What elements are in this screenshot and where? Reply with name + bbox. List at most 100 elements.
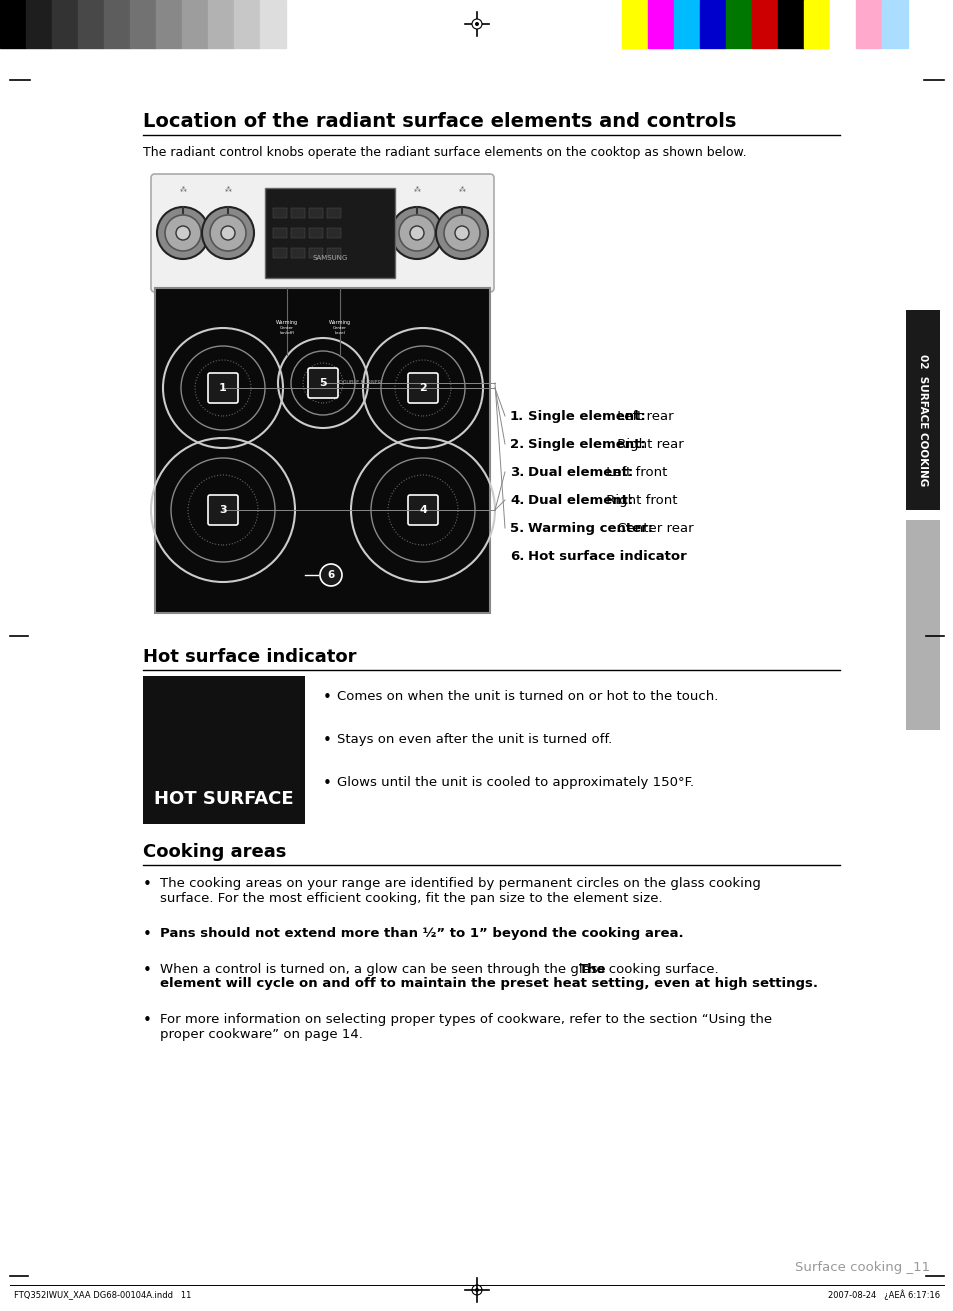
Circle shape [319, 564, 341, 586]
Circle shape [472, 18, 481, 29]
Text: Warming: Warming [275, 320, 297, 325]
Text: ⁂: ⁂ [179, 187, 186, 193]
Bar [104, 0, 130, 49]
Text: 3: 3 [219, 505, 227, 515]
Bar [78, 0, 104, 49]
Bar [803, 0, 829, 49]
Text: •: • [143, 1013, 152, 1028]
Circle shape [265, 303, 309, 347]
Circle shape [398, 215, 435, 250]
Circle shape [410, 225, 423, 240]
Circle shape [157, 207, 209, 260]
Text: Center rear: Center rear [613, 522, 694, 535]
FancyBboxPatch shape [208, 496, 237, 524]
Circle shape [175, 225, 190, 240]
Text: Stays on even after the unit is turned off.: Stays on even after the unit is turned o… [336, 733, 612, 746]
Circle shape [202, 207, 253, 260]
FancyBboxPatch shape [208, 374, 237, 402]
Bar [778, 0, 803, 49]
Bar [621, 0, 647, 49]
FancyBboxPatch shape [151, 174, 494, 292]
Text: Left rear: Left rear [613, 410, 674, 423]
Text: 3.: 3. [510, 465, 524, 479]
Bar [130, 0, 156, 49]
Bar [26, 0, 52, 49]
Circle shape [391, 207, 442, 260]
Text: Single element:: Single element: [527, 410, 645, 423]
FancyBboxPatch shape [250, 292, 390, 358]
Bar [309, 228, 323, 239]
Bar [291, 248, 305, 258]
Bar [725, 0, 751, 49]
Bar [156, 0, 182, 49]
Bar [260, 0, 286, 49]
Circle shape [475, 22, 478, 26]
Text: ⁂: ⁂ [458, 187, 465, 193]
Text: •: • [323, 733, 332, 749]
Text: Right rear: Right rear [613, 438, 683, 451]
Text: HOT SURFACE: HOT SURFACE [154, 791, 294, 808]
Bar [182, 0, 208, 49]
Bar [143, 676, 305, 825]
Bar [855, 0, 882, 49]
Text: Center
Level: Center Level [333, 326, 347, 334]
Bar [882, 0, 907, 49]
Text: •: • [323, 776, 332, 791]
Text: Center
(on/off): Center (on/off) [279, 326, 294, 334]
Bar [327, 208, 340, 218]
Text: 5: 5 [319, 378, 327, 388]
Text: Single element:: Single element: [527, 438, 645, 451]
Text: •: • [323, 690, 332, 705]
Text: When a control is turned on, a glow can be seen through the glass cooking surfac: When a control is turned on, a glow can … [160, 964, 722, 975]
Text: The cooking areas on your range are identified by permanent circles on the glass: The cooking areas on your range are iden… [160, 877, 760, 905]
Text: Hot surface indicator: Hot surface indicator [143, 648, 356, 666]
Circle shape [472, 1285, 481, 1295]
Text: ⁂: ⁂ [224, 187, 232, 193]
Bar [291, 208, 305, 218]
Circle shape [326, 311, 354, 340]
Text: The: The [578, 964, 606, 975]
Text: Cooking areas: Cooking areas [143, 843, 286, 861]
Text: •: • [143, 877, 152, 891]
Bar [0, 0, 26, 49]
Text: DOUBLE BURNER: DOUBLE BURNER [338, 380, 381, 385]
Text: 2: 2 [418, 383, 426, 393]
Text: 1.: 1. [510, 410, 524, 423]
Text: Hot surface indicator: Hot surface indicator [527, 551, 686, 562]
Text: •: • [143, 927, 152, 943]
Text: 4: 4 [418, 505, 427, 515]
Bar [327, 248, 340, 258]
Text: •: • [143, 964, 152, 978]
Circle shape [165, 215, 201, 250]
Bar [647, 0, 673, 49]
Bar [700, 0, 725, 49]
Text: Right front: Right front [601, 494, 677, 507]
Text: Left front: Left front [601, 465, 667, 479]
Circle shape [455, 225, 469, 240]
Bar [208, 0, 233, 49]
Text: Surface cooking _11: Surface cooking _11 [794, 1261, 929, 1274]
Bar [751, 0, 778, 49]
Text: 1: 1 [219, 383, 227, 393]
Bar [309, 208, 323, 218]
Bar [265, 187, 395, 278]
Bar [273, 208, 287, 218]
Text: ⁂: ⁂ [414, 187, 420, 193]
Circle shape [273, 311, 301, 340]
Circle shape [221, 225, 234, 240]
Bar [327, 228, 340, 239]
FancyBboxPatch shape [408, 496, 437, 524]
Text: The radiant control knobs operate the radiant surface elements on the cooktop as: The radiant control knobs operate the ra… [143, 146, 746, 159]
Text: Dual element:: Dual element: [527, 494, 633, 507]
Text: For more information on selecting proper types of cookware, refer to the section: For more information on selecting proper… [160, 1013, 771, 1041]
Text: element will cycle on and off to maintain the preset heat setting, even at high : element will cycle on and off to maintai… [160, 977, 817, 990]
Text: 4.: 4. [510, 494, 524, 507]
Text: 6: 6 [327, 570, 335, 579]
Bar [905, 309, 939, 510]
Bar [273, 228, 287, 239]
Text: Warming: Warming [329, 320, 351, 325]
Bar [154, 288, 490, 614]
Text: Comes on when the unit is turned on or hot to the touch.: Comes on when the unit is turned on or h… [336, 690, 718, 703]
Circle shape [475, 1287, 478, 1293]
Text: 6.: 6. [510, 551, 524, 562]
